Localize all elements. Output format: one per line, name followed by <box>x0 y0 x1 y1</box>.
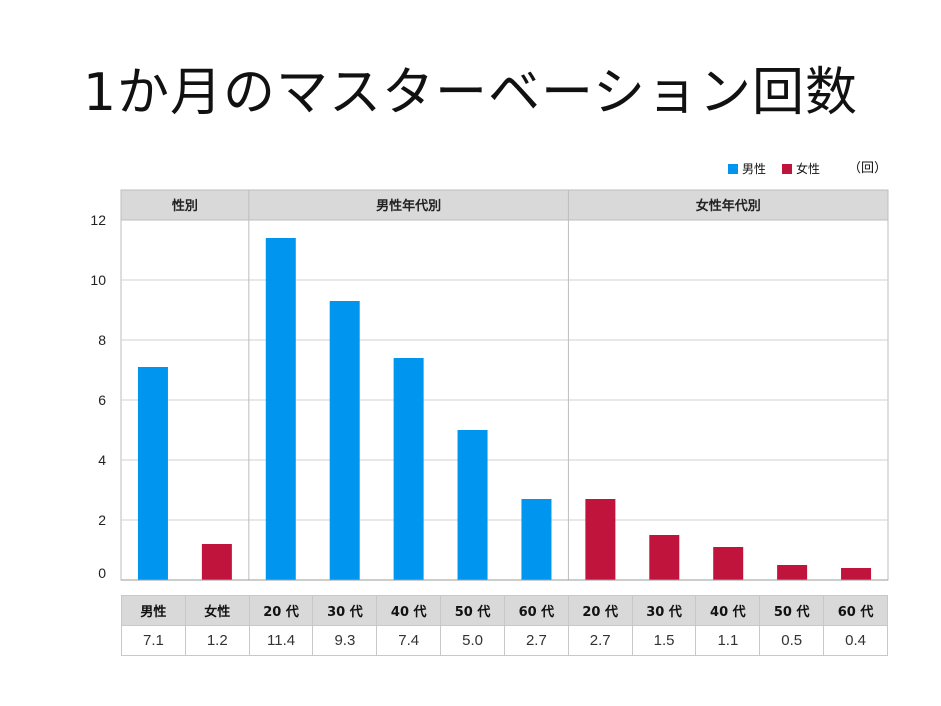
bar <box>457 430 488 580</box>
bar <box>713 547 744 580</box>
bar <box>649 535 680 580</box>
group-header-band <box>120 189 889 221</box>
table-value-cell: 5.0 <box>440 625 505 656</box>
legend: 男性 女性 （回） <box>728 160 887 178</box>
legend-label-female: 女性 <box>796 162 821 176</box>
bar-chart: 性別 男性年代別 女性年代別 0 2 4 6 8 10 12 <box>90 189 889 581</box>
table-category-cell: 60 代 <box>823 595 888 626</box>
y-tick-label: 12 <box>90 212 106 228</box>
table-value-cell: 0.5 <box>759 625 825 656</box>
y-tick-label: 4 <box>98 452 106 468</box>
bar <box>201 544 232 580</box>
table-value-cell: 1.1 <box>695 625 761 656</box>
bar <box>521 499 552 580</box>
table-value-cell: 2.7 <box>567 625 633 656</box>
bar <box>137 367 168 580</box>
table-category-cell: 男性 <box>121 595 186 626</box>
table-category-cell: 女性 <box>184 595 250 626</box>
bar <box>777 565 808 580</box>
y-tick-label: 8 <box>98 332 106 348</box>
legend-label-male: 男性 <box>742 162 767 176</box>
table-category-cell: 60 代 <box>503 595 569 626</box>
table-category-cell: 50 代 <box>759 595 825 626</box>
table-value-cell: 7.4 <box>376 625 442 656</box>
table-value-cell: 11.4 <box>248 625 314 656</box>
bar <box>585 499 616 580</box>
bar <box>841 568 872 580</box>
table-value-cell: 2.7 <box>503 625 569 656</box>
y-tick-label: 10 <box>90 272 106 288</box>
bar <box>329 301 360 580</box>
table-value-cell: 1.5 <box>631 625 697 656</box>
chart-title: 1か月のマスターベーション回数 <box>82 63 859 123</box>
table-category-cell: 30 代 <box>631 595 697 626</box>
group-label: 男性年代別 <box>376 198 441 214</box>
table-value-cell: 0.4 <box>823 625 888 656</box>
table-value-cell: 7.1 <box>121 625 186 656</box>
table-category-cell: 20 代 <box>567 595 633 626</box>
y-tick-label: 2 <box>98 512 106 528</box>
table-header-row: 男性 女性 20 代 30 代 40 代 50 代 60 代 20 代 30 代 40 代 50 代… <box>121 595 888 626</box>
table-category-cell: 20 代 <box>248 595 314 626</box>
data-table: 男性 女性 20 代 30 代 40 代 50 代 60 代 20 代 30 代 40 代 50 代… <box>121 595 888 656</box>
group-label: 女性年代別 <box>696 198 761 214</box>
table-category-cell: 50 代 <box>440 595 505 626</box>
group-label: 性別 <box>172 198 198 214</box>
bar <box>265 238 296 580</box>
unit-label: （回） <box>848 161 888 176</box>
plot-area <box>120 189 889 581</box>
table-category-cell: 30 代 <box>312 595 378 626</box>
legend-swatch-female <box>782 164 793 174</box>
table-value-cell: 9.3 <box>312 625 378 656</box>
table-value-row: 7.1 1.2 11.4 9.3 7.4 5.0 2.7 2.7 1.5 1.1 0.5 0.4 <box>121 625 888 656</box>
table-value-cell: 1.2 <box>184 625 250 656</box>
legend-item-female: 女性 <box>782 160 820 178</box>
bar <box>393 358 424 580</box>
table-category-cell: 40 代 <box>695 595 761 626</box>
table-category-cell: 40 代 <box>376 595 442 626</box>
y-tick-label: 6 <box>98 392 106 408</box>
legend-item-male: 男性 <box>728 160 766 178</box>
y-tick-label: 0 <box>98 565 106 581</box>
legend-swatch-male <box>728 164 738 174</box>
